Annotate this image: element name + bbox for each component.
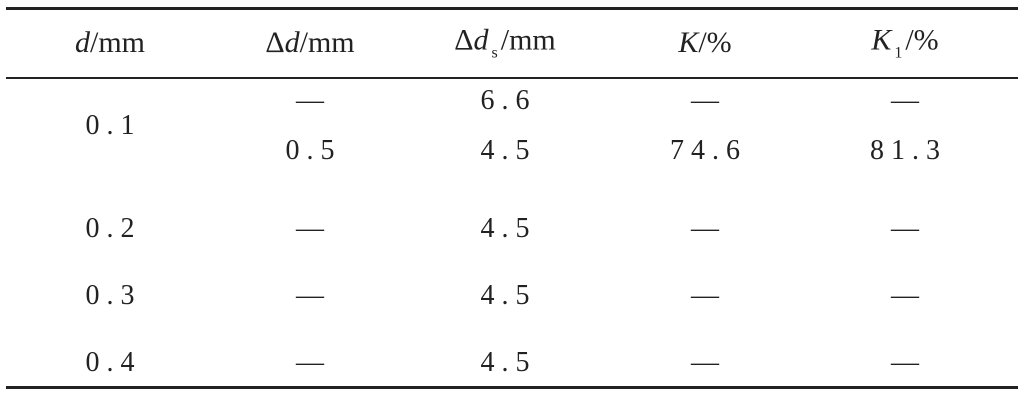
header-text: 1 — [894, 44, 903, 62]
table-cell: — — [296, 84, 331, 116]
table-cell: 4.5 — [480, 279, 537, 311]
row-label: 0.1 — [85, 109, 142, 141]
header-text: d — [284, 26, 300, 59]
header-cell: Δd/mm — [265, 26, 354, 60]
header-text: Δ — [454, 23, 474, 57]
table-cell: 0.5 — [285, 134, 342, 166]
table-cell: 6.6 — [480, 84, 537, 116]
table-cell: — — [296, 279, 331, 311]
header-cell: d/mm — [75, 26, 145, 60]
table-cell: 74.6 — [670, 134, 747, 166]
table-cell: — — [296, 346, 331, 378]
table-cell: 4.5 — [480, 346, 537, 378]
header-cell: K 1/% — [871, 24, 938, 63]
table-cell: — — [691, 279, 726, 311]
table-cell: — — [296, 212, 331, 244]
header-cell: Δd s/mm — [454, 24, 556, 63]
table-cell: — — [691, 346, 726, 378]
row-label: 0.2 — [85, 212, 142, 244]
header-text: Δ — [265, 26, 285, 59]
header-text: /mm — [500, 23, 556, 57]
table-cell: — — [891, 212, 926, 244]
table-cell: — — [891, 279, 926, 311]
row-label: 0.4 — [85, 346, 142, 378]
header-text: /% — [905, 23, 939, 57]
table-cell: — — [891, 84, 926, 116]
table-cell: 4.5 — [480, 212, 537, 244]
bottom-rule — [6, 386, 1018, 389]
table-cell: 4.5 — [480, 134, 537, 166]
header-rule — [6, 77, 1018, 79]
header-text: /mm — [299, 26, 355, 59]
table-cell: 81.3 — [870, 134, 947, 166]
row-label: 0.3 — [85, 279, 142, 311]
header-text: d — [74, 26, 90, 59]
table-cell: — — [691, 212, 726, 244]
header-text: /% — [698, 26, 732, 59]
header-text: K — [871, 23, 892, 57]
header-text: s — [491, 44, 498, 62]
top-rule — [6, 7, 1018, 10]
header-text: K — [678, 26, 699, 59]
header-text: d — [473, 23, 489, 57]
table-cell: — — [891, 346, 926, 378]
header-text: /mm — [89, 26, 146, 59]
table-cell: — — [691, 84, 726, 116]
header-cell: K/% — [678, 26, 731, 60]
